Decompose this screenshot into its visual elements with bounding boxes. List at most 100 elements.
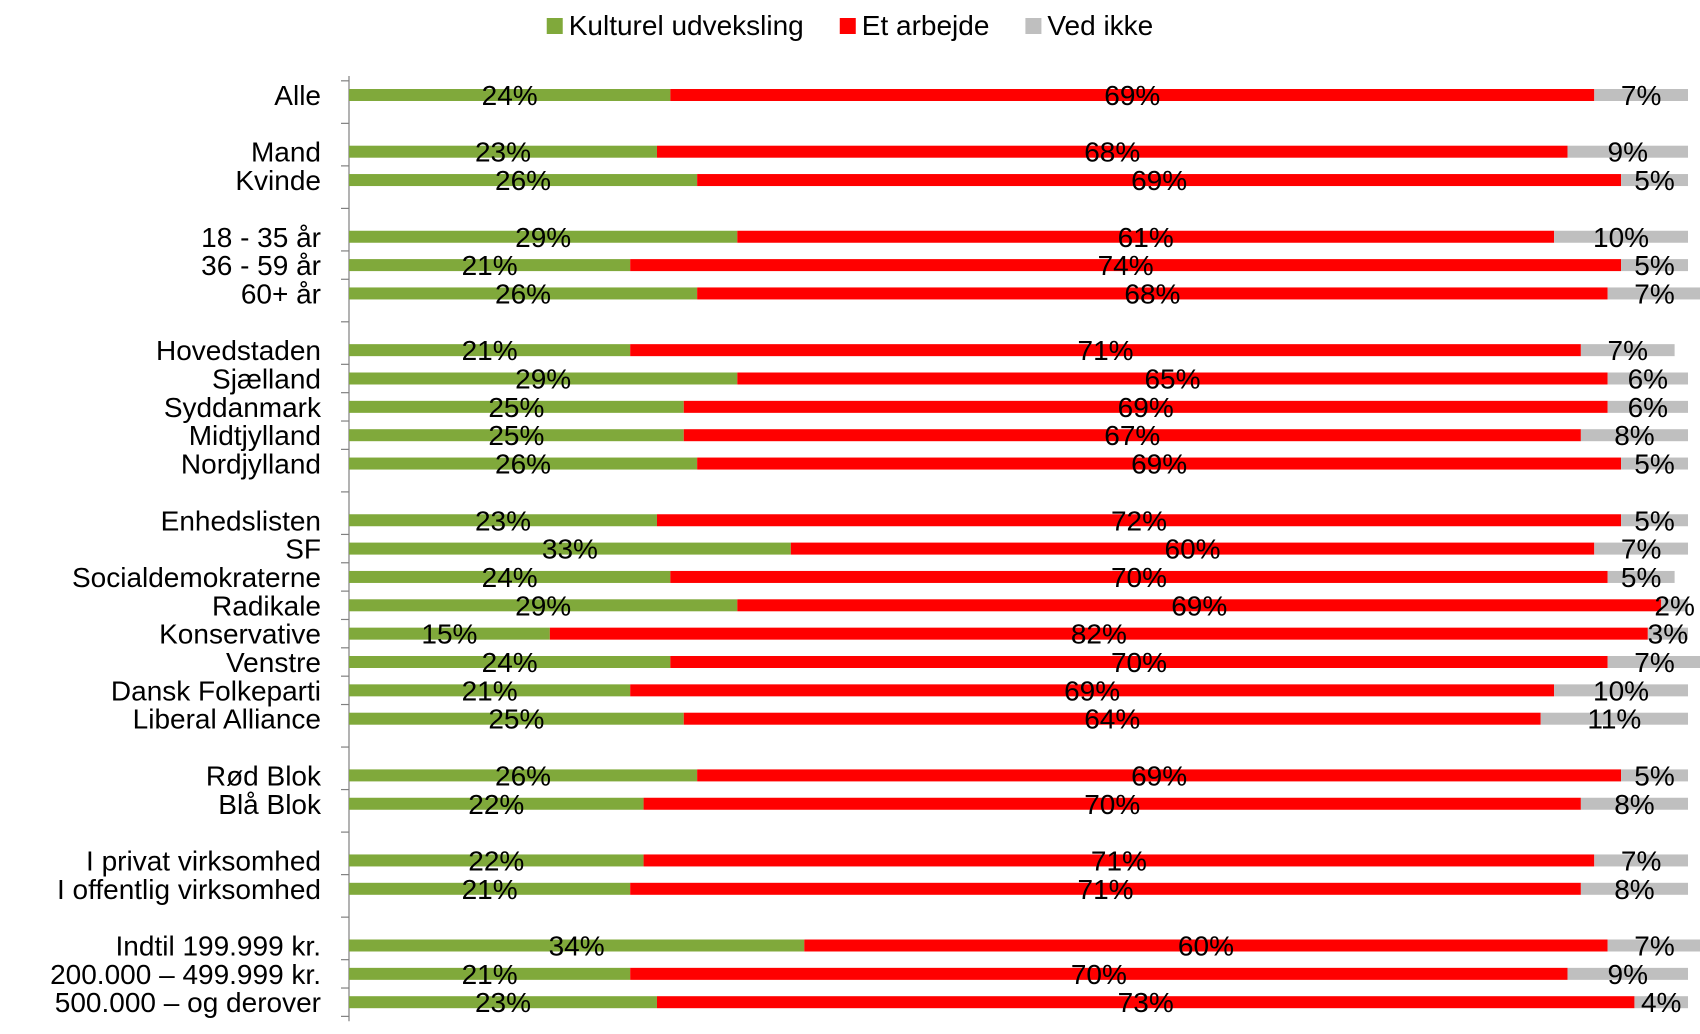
data-label: 22% [468,789,524,820]
bar-segment-3 [1580,429,1688,442]
data-label: 69% [1064,675,1120,706]
data-label: 8% [1614,874,1654,905]
bar-segment-1 [349,712,684,725]
bar-segment-3 [1634,996,1688,1009]
category-label: Kvinde [235,165,321,196]
bar-segment-1 [349,372,738,385]
bar-segment-3 [1621,457,1688,470]
data-label: 82% [1071,619,1127,650]
data-label: 60% [1178,931,1234,962]
legend-swatch [546,18,563,34]
bar-segment-3 [1647,627,1688,640]
data-label: 70% [1111,562,1167,593]
bar-segment-2 [670,89,1595,101]
category-label: Socialdemokraterne [72,562,321,593]
data-label: 5% [1634,760,1674,791]
bar-segment-1 [349,89,671,101]
category-label: 18 - 35 år [201,222,321,253]
bar-segment-2 [737,230,1555,243]
bar-segment-2 [630,882,1581,895]
category-label: Sjælland [212,364,321,395]
bar-segment-3 [1621,259,1688,272]
data-label: 15% [421,619,477,650]
bar-segment-2 [790,542,1595,555]
category-label: Konservative [159,619,321,650]
bar-segment-1 [349,769,698,782]
bar-segment-3 [1594,854,1688,867]
category-label: Dansk Folkeparti [111,675,321,706]
bar-segment-3 [1621,174,1688,187]
data-label: 8% [1614,420,1654,451]
data-label: 70% [1111,647,1167,678]
bar-segment-1 [349,684,631,697]
bar-segment-3 [1607,400,1688,413]
bar-segment-1 [349,457,698,470]
data-label: 21% [462,335,518,366]
data-label: 24% [482,562,538,593]
bar-segment-1 [349,230,738,243]
bar-segment-2 [737,372,1608,385]
data-label: 23% [475,987,531,1018]
data-label: 22% [468,845,524,876]
data-label: 71% [1078,335,1134,366]
data-label: 69% [1131,165,1187,196]
bar-segment-2 [697,769,1622,782]
data-label: 29% [515,222,571,253]
legend: Kulturel udveksling Et arbejde Ved ikke [546,10,1153,41]
bar-segment-3 [1607,939,1700,952]
legend-swatch [1025,18,1042,34]
data-label: 67% [1104,420,1160,451]
data-label: 24% [482,80,538,111]
bar-segment-1 [349,287,698,300]
bar-segment-1 [349,145,657,158]
data-label: 6% [1628,392,1668,423]
category-label: Alle [274,80,321,111]
data-label: 10% [1593,222,1649,253]
bar-segment-1 [349,259,631,272]
category-label: SF [285,534,321,565]
bar-segment-2 [683,429,1581,442]
data-label: 29% [515,590,571,621]
data-label: 26% [495,760,551,791]
bar-segment-1 [349,429,684,442]
category-label: 36 - 59 år [201,250,321,281]
bar-segment-2 [670,656,1608,668]
data-label: 60% [1165,534,1221,565]
data-label: 26% [495,278,551,309]
data-label: 26% [495,449,551,480]
bar-segment-1 [349,967,631,980]
data-label: 71% [1091,845,1147,876]
category-label: Mand [251,137,321,168]
data-label: 69% [1104,80,1160,111]
data-label: 73% [1118,987,1174,1018]
bar-segment-2 [630,344,1581,357]
data-label: 24% [482,647,538,678]
category-label: I privat virksomhed [86,845,321,876]
category-label: Nordjylland [181,449,321,480]
data-label: 7% [1608,335,1648,366]
data-label: 25% [488,420,544,451]
data-label: 23% [475,137,531,168]
data-label: 21% [462,874,518,905]
bar-segment-1 [349,797,644,810]
data-label: 69% [1131,760,1187,791]
data-label: 5% [1621,562,1661,593]
bar-segment-2 [630,967,1568,980]
data-label: 5% [1634,505,1674,536]
bar-segment-2 [697,287,1608,300]
bar-segment-3 [1567,145,1688,158]
data-label: 70% [1084,789,1140,820]
data-label: 5% [1634,250,1674,281]
bar-segment-2 [656,514,1622,527]
data-label: 7% [1634,931,1674,962]
bar-segment-1 [349,939,805,952]
bar-segment-2 [737,599,1662,612]
category-label: Indtil 199.999 kr. [116,931,321,962]
data-label: 3% [1648,619,1688,650]
bar-segment-3 [1607,656,1700,668]
category-label: 200.000 – 499.999 kr. [50,959,321,990]
data-label: 21% [462,250,518,281]
data-label: 74% [1098,250,1154,281]
bar-segment-3 [1554,230,1688,243]
